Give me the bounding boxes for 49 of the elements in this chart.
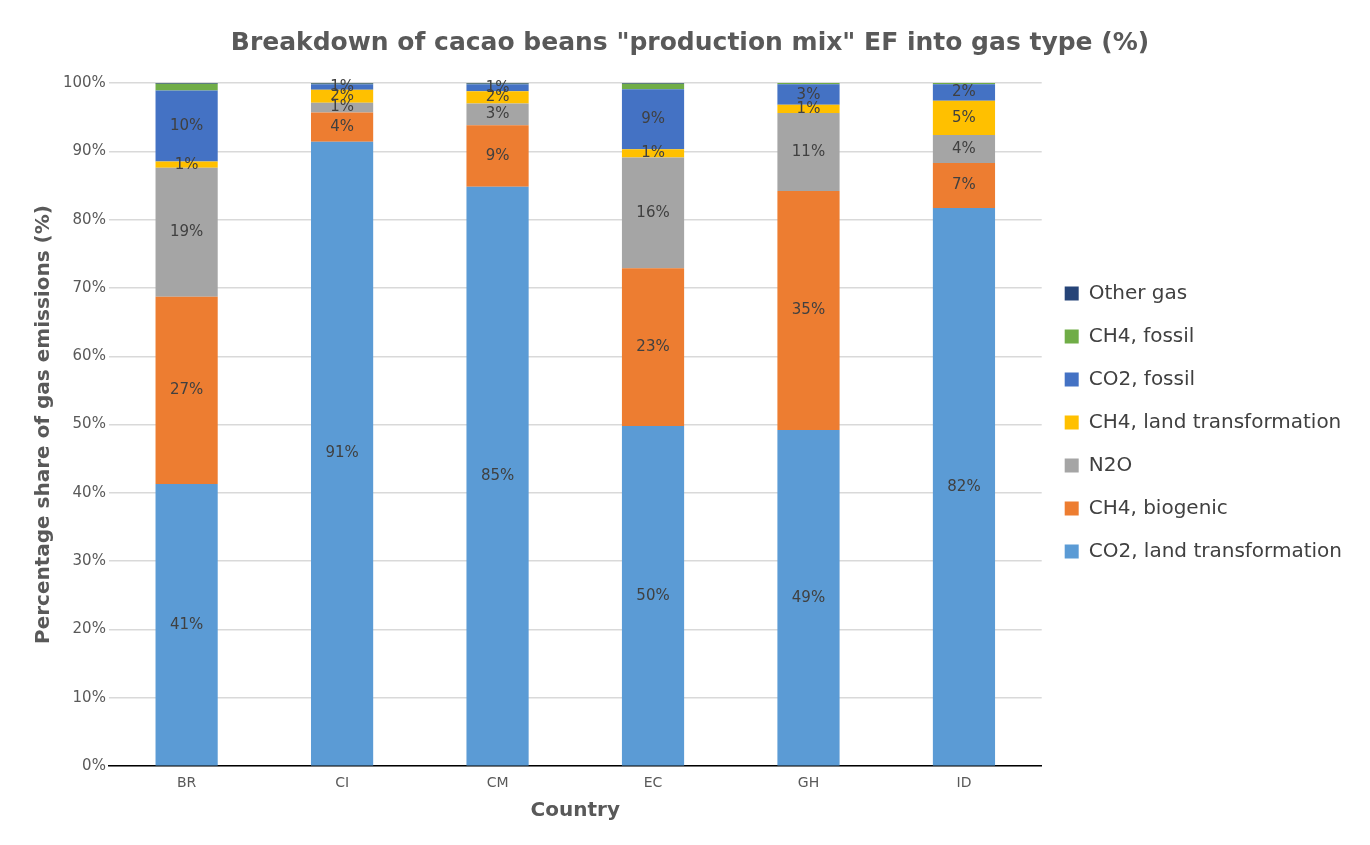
legend-label: CH4, fossil bbox=[1088, 322, 1195, 347]
legend-label: CO2, fossil bbox=[1088, 365, 1196, 390]
chart-title: Breakdown of cacao beans "production mix" EF into gas type (%) bbox=[230, 26, 1150, 56]
y-tick-label: 90% bbox=[72, 141, 106, 160]
y-tick-label: 40% bbox=[72, 482, 106, 501]
y-tick-label: 70% bbox=[72, 277, 106, 296]
legend-label: CH4, biogenic bbox=[1088, 494, 1228, 519]
data-label: 91% bbox=[325, 443, 359, 462]
y-axis-title: Percentage share of gas emissions (%) bbox=[30, 205, 55, 645]
y-tick-label: 80% bbox=[72, 209, 106, 228]
legend-label: CH4, land transformation bbox=[1088, 408, 1342, 433]
y-tick-label: 30% bbox=[72, 551, 106, 570]
x-tick-label: ID bbox=[956, 774, 972, 791]
x-tick-label: BR bbox=[176, 774, 197, 791]
data-label: 50% bbox=[636, 585, 670, 604]
legend-label: Other gas bbox=[1088, 279, 1188, 304]
legend-label: N2O bbox=[1088, 451, 1133, 476]
data-label: 49% bbox=[791, 587, 826, 606]
data-label: 4% bbox=[330, 116, 354, 135]
data-label: 11% bbox=[791, 141, 826, 160]
y-tick-label: 0% bbox=[82, 756, 106, 775]
data-label: 4% bbox=[952, 138, 976, 157]
x-axis-title: Country bbox=[530, 797, 620, 822]
legend-label: CO2, land transformation bbox=[1088, 537, 1343, 562]
y-tick-label: 100% bbox=[62, 72, 106, 91]
y-tick-label: 50% bbox=[72, 414, 106, 433]
data-label: 41% bbox=[169, 614, 204, 633]
data-label: 82% bbox=[947, 476, 981, 495]
data-label: 9% bbox=[641, 109, 665, 128]
y-tick-label: 60% bbox=[72, 346, 106, 365]
y-tick-label: 20% bbox=[72, 619, 106, 638]
data-label: 9% bbox=[485, 145, 510, 164]
data-label: 85% bbox=[480, 466, 515, 485]
data-label: 35% bbox=[791, 300, 826, 319]
data-label: 2% bbox=[952, 82, 976, 101]
data-label: 16% bbox=[636, 202, 670, 221]
x-tick-label: GH bbox=[797, 774, 820, 791]
data-label: 7% bbox=[952, 175, 976, 194]
data-label: 23% bbox=[636, 336, 670, 355]
data-label: 3% bbox=[485, 104, 510, 123]
data-label: 27% bbox=[169, 380, 204, 399]
data-label: 19% bbox=[169, 222, 204, 241]
data-label: 1% bbox=[641, 143, 665, 162]
data-label: 10% bbox=[169, 115, 204, 134]
data-label: 5% bbox=[952, 107, 976, 126]
y-tick-label: 10% bbox=[72, 687, 106, 706]
x-tick-label: EC bbox=[643, 774, 663, 791]
x-tick-label: CM bbox=[486, 774, 509, 791]
x-tick-label: CI bbox=[335, 774, 350, 791]
